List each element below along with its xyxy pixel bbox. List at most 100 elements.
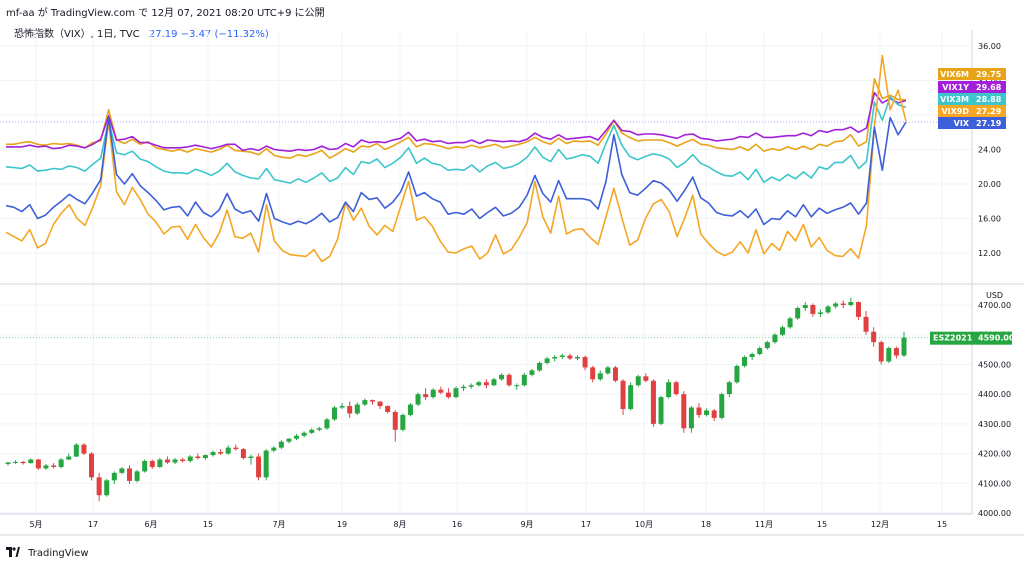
candle bbox=[742, 355, 748, 368]
candle bbox=[810, 303, 816, 317]
candle-body bbox=[590, 367, 596, 380]
chart-area[interactable]: 12.0016.0020.0024.0028.0032.0036.004000.… bbox=[0, 22, 1024, 538]
candle-body bbox=[248, 456, 254, 459]
candle bbox=[590, 365, 596, 383]
tag-value-bg bbox=[972, 81, 1006, 93]
candle bbox=[423, 388, 429, 401]
candle bbox=[757, 346, 763, 356]
candle bbox=[825, 305, 831, 314]
grid bbox=[0, 30, 972, 514]
candle bbox=[529, 368, 535, 377]
candle bbox=[51, 463, 57, 469]
candle bbox=[111, 471, 117, 484]
candle-body bbox=[218, 452, 224, 454]
candle bbox=[126, 465, 132, 484]
y-tick-label: 20.00 bbox=[978, 180, 1001, 189]
candle-body bbox=[58, 459, 64, 467]
candle-body bbox=[597, 373, 603, 380]
candle bbox=[711, 409, 717, 421]
candle bbox=[499, 373, 505, 381]
candle-body bbox=[544, 358, 550, 363]
candle bbox=[787, 316, 793, 329]
x-tick-label: 17 bbox=[88, 520, 98, 529]
candle-body bbox=[643, 376, 649, 381]
candle bbox=[430, 388, 436, 399]
candle-body bbox=[286, 438, 292, 442]
candle-body bbox=[43, 465, 49, 469]
candle bbox=[294, 433, 300, 441]
candle-body bbox=[840, 303, 846, 305]
candle bbox=[66, 453, 72, 461]
candle bbox=[149, 459, 155, 470]
y-tick-label: 24.00 bbox=[978, 146, 1001, 155]
candle-body bbox=[369, 400, 375, 402]
candle-body bbox=[855, 302, 861, 317]
tag-vix: VIX 27.19 bbox=[938, 117, 1006, 129]
candle bbox=[96, 472, 102, 502]
candle-body bbox=[73, 444, 79, 457]
candle-body bbox=[650, 380, 656, 424]
price-tags: VIX6M 29.75 VIX1Y 29.68 VIX3M 28.88 VIX9D 27.29… bbox=[930, 68, 1015, 345]
candle bbox=[612, 365, 618, 383]
candle bbox=[650, 379, 656, 427]
candle-body bbox=[764, 342, 770, 349]
candle-body bbox=[620, 380, 626, 409]
tag-value: 29.68 bbox=[976, 83, 1002, 92]
candle bbox=[240, 447, 246, 460]
x-tick-label: 16 bbox=[452, 520, 462, 529]
candle-body bbox=[833, 303, 839, 307]
candle bbox=[658, 395, 664, 426]
candle bbox=[468, 383, 474, 389]
candle bbox=[666, 379, 672, 399]
candle-body bbox=[772, 334, 778, 343]
candle bbox=[407, 403, 413, 417]
y-tick-label: 16.00 bbox=[978, 215, 1001, 224]
unit-label: USD bbox=[986, 291, 1003, 300]
tag-vix6m: VIX6M 29.75 bbox=[938, 68, 1006, 80]
x-tick-label: 15 bbox=[817, 520, 827, 529]
candle-body bbox=[385, 406, 391, 412]
candle bbox=[73, 443, 79, 458]
candle-body bbox=[438, 389, 444, 393]
candle bbox=[164, 456, 170, 464]
y-tick-label: 4100.00 bbox=[978, 479, 1011, 488]
x-tick-label: 17 bbox=[581, 520, 591, 529]
candle-body bbox=[878, 342, 884, 362]
candle bbox=[620, 379, 626, 415]
candle-body bbox=[301, 432, 307, 436]
y-tick-label: 4700.00 bbox=[978, 301, 1011, 310]
candle bbox=[544, 357, 550, 365]
candle-body bbox=[263, 450, 269, 478]
tag-name-bg bbox=[938, 68, 972, 80]
candle bbox=[886, 346, 892, 363]
candle bbox=[256, 453, 262, 481]
candle bbox=[104, 478, 110, 497]
candle-body bbox=[483, 382, 489, 386]
candle-body bbox=[256, 456, 262, 478]
candle bbox=[635, 374, 641, 387]
x-tick-label: 6月 bbox=[144, 520, 157, 529]
x-tick-label: 7月 bbox=[272, 520, 285, 529]
candle bbox=[491, 377, 497, 387]
candle bbox=[514, 383, 520, 390]
tag-name: VIX6M bbox=[940, 70, 969, 79]
candle-body bbox=[666, 382, 672, 398]
candle-body bbox=[423, 394, 429, 398]
tag-name: VIX bbox=[954, 119, 970, 128]
candle-body bbox=[430, 389, 436, 398]
tag-bg bbox=[930, 331, 1012, 345]
legend-symbol[interactable]: 恐怖指数（VIX）, 1日, TVC bbox=[14, 29, 140, 40]
tag-esz2021: ESZ2021 4590.00 bbox=[930, 331, 1015, 345]
candle bbox=[605, 365, 611, 375]
series-line-vix3m bbox=[5, 96, 907, 184]
tag-name: ESZ2021 bbox=[933, 334, 973, 343]
candle bbox=[704, 408, 710, 417]
candle-body bbox=[704, 410, 710, 415]
candle bbox=[210, 450, 216, 457]
candle-body bbox=[696, 407, 702, 415]
candle bbox=[248, 454, 254, 465]
candle bbox=[726, 380, 732, 398]
x-tick-label: 18 bbox=[701, 520, 711, 529]
tag-value: 27.29 bbox=[976, 107, 1002, 116]
x-tick-label: 5月 bbox=[29, 520, 42, 529]
